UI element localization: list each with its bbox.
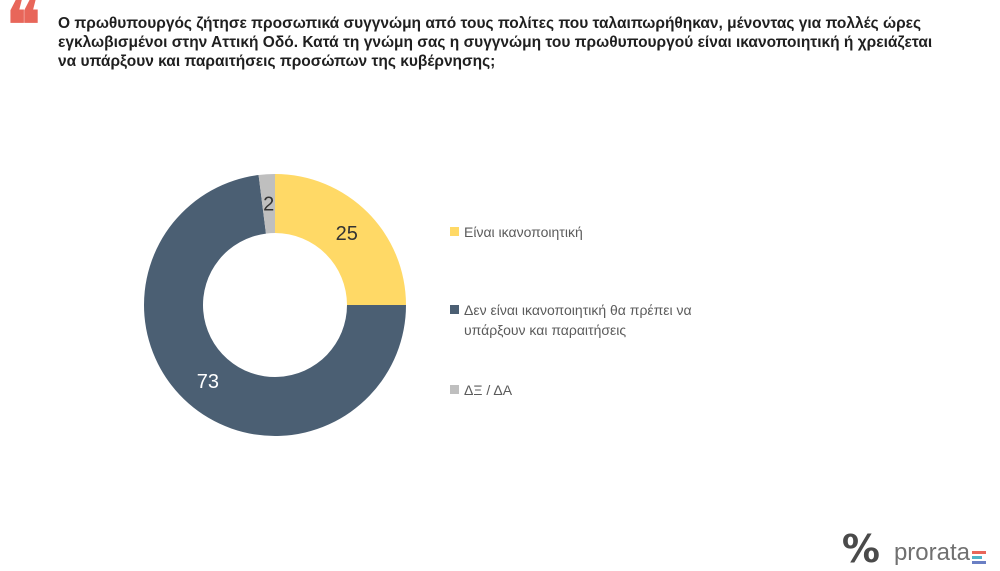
donut-data-label-2: 73 [197,371,219,393]
legend-item: Δεν είναι ικανοποιητική θα πρέπει να υπά… [450,300,744,340]
brand-bar [972,561,986,564]
legend-swatch [450,227,459,236]
brand-name: prorata [893,539,970,566]
legend-label: Δεν είναι ικανοποιητική θα πρέπει να υπά… [464,302,692,338]
legend-item: ΔΞ / ΔΑ [450,380,744,400]
brand-bars-icon [972,551,986,564]
survey-question: Ο πρωθυπουργός ζήτησε προσωπικά συγγνώμη… [58,15,933,70]
donut-data-label-3: 2 [263,194,274,216]
donut-slice-3 [258,174,275,234]
quotation-mark-icon: ❝ [6,0,41,63]
percent-logo-icon: % [841,527,880,571]
brand-logo: % prorata [842,530,986,568]
brand-bar [972,551,986,554]
legend-label: Είναι ικανοποιητική [464,224,583,240]
legend-label: ΔΞ / ΔΑ [464,382,513,398]
donut-data-label-1: 25 [336,223,358,245]
legend-swatch [450,385,459,394]
legend-swatch [450,305,459,314]
donut-chart: 25 73 2 [144,174,406,437]
legend-item: Είναι ικανοποιητική [450,222,744,242]
brand-bar [972,556,982,559]
donut-slice-1 [275,174,406,305]
donut-slice-2 [144,175,406,437]
